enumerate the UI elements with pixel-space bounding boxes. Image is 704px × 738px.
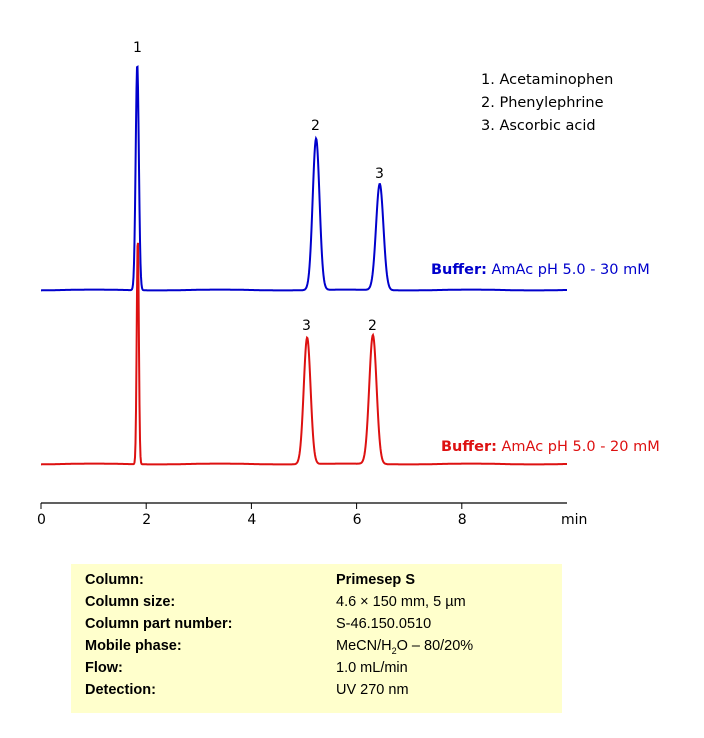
x-tick-label: 6 xyxy=(353,512,362,528)
x-axis-ticks: 0 2 4 6 8 xyxy=(37,503,467,528)
peak-label-top-1: 1 xyxy=(133,40,142,56)
condition-row-mobile-phase: Mobile phase: MeCN/H2O – 80/20% xyxy=(85,638,555,660)
condition-key: Mobile phase: xyxy=(85,638,182,654)
trace-20mM xyxy=(41,242,567,466)
legend-item-2: 2. Phenylephrine xyxy=(481,95,604,111)
condition-row-flow: Flow: 1.0 mL/min xyxy=(85,660,555,682)
condition-value: S-46.150.0510 xyxy=(336,616,432,632)
condition-value: MeCN/H2O – 80/20% xyxy=(336,638,474,656)
buffer-label-bottom: Buffer: AmAc pH 5.0 - 20 mM xyxy=(441,439,660,455)
trace-30mM xyxy=(41,65,567,292)
condition-value: UV 270 nm xyxy=(336,682,409,698)
condition-key: Column part number: xyxy=(85,616,233,632)
x-tick-label: 8 xyxy=(458,512,467,528)
condition-value: 1.0 mL/min xyxy=(336,660,408,676)
peak-label-top-3: 3 xyxy=(375,166,384,182)
condition-key: Column size: xyxy=(85,594,176,610)
legend-item-3: 3. Ascorbic acid xyxy=(481,118,596,134)
x-tick-label: 0 xyxy=(37,512,46,528)
condition-row-column: Column: Primesep S xyxy=(85,572,555,594)
peak-label-top-2: 2 xyxy=(311,118,320,134)
condition-row-detection: Detection: UV 270 nm xyxy=(85,682,555,704)
peak-label-bottom-3: 3 xyxy=(302,318,311,334)
chromatogram-chart: 1 2 3 3 2 1. Acetaminophen 2. Phenylephr… xyxy=(37,40,660,528)
condition-row-part-number: Column part number: S-46.150.0510 xyxy=(85,616,555,638)
x-tick-label: 4 xyxy=(247,512,256,528)
condition-key: Detection: xyxy=(85,682,156,698)
x-axis-unit: min xyxy=(561,512,587,528)
peak-label-bottom-2: 2 xyxy=(368,318,377,334)
condition-value: 4.6 × 150 mm, 5 µm xyxy=(336,594,466,610)
condition-key: Flow: xyxy=(85,660,123,676)
x-tick-label: 2 xyxy=(142,512,151,528)
condition-row-column-size: Column size: 4.6 × 150 mm, 5 µm xyxy=(85,594,555,616)
legend-item-1: 1. Acetaminophen xyxy=(481,72,613,88)
conditions-panel: Column: Primesep S Column size: 4.6 × 15… xyxy=(71,564,562,713)
buffer-label-top: Buffer: AmAc pH 5.0 - 30 mM xyxy=(431,262,650,278)
condition-key: Column: xyxy=(85,572,144,588)
condition-value: Primesep S xyxy=(336,572,415,588)
